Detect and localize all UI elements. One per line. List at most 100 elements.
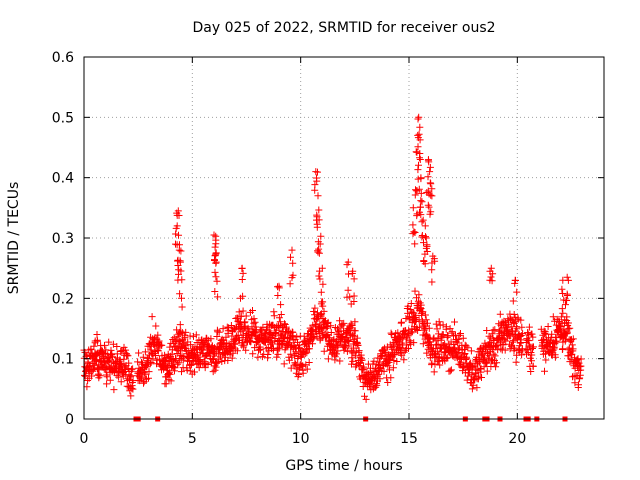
data-point bbox=[541, 367, 548, 375]
data-point bbox=[415, 161, 422, 169]
data-point bbox=[430, 368, 438, 376]
data-point bbox=[175, 270, 182, 278]
data-point bbox=[288, 246, 296, 254]
data-point bbox=[238, 276, 246, 283]
data-point bbox=[235, 308, 243, 316]
data-point bbox=[439, 321, 447, 329]
data-point bbox=[477, 365, 485, 372]
data-point bbox=[166, 369, 173, 377]
data-point bbox=[345, 342, 353, 350]
data-point bbox=[563, 297, 571, 304]
data-point bbox=[419, 340, 427, 348]
data-point bbox=[90, 342, 98, 350]
data-point bbox=[559, 290, 567, 297]
data-point bbox=[418, 198, 426, 206]
data-point bbox=[162, 380, 170, 388]
data-point bbox=[361, 392, 368, 400]
data-point bbox=[563, 292, 571, 299]
data-point bbox=[323, 323, 331, 331]
data-point bbox=[548, 330, 556, 338]
data-point bbox=[569, 373, 576, 381]
data-point bbox=[96, 372, 104, 380]
data-point bbox=[424, 173, 432, 181]
data-point bbox=[489, 270, 497, 278]
data-point bbox=[424, 201, 432, 209]
data-point bbox=[447, 366, 455, 374]
data-point bbox=[145, 368, 153, 376]
data-point bbox=[141, 348, 149, 356]
data-point bbox=[512, 277, 519, 284]
data-point bbox=[451, 318, 458, 326]
data-point bbox=[427, 351, 435, 359]
data-point bbox=[275, 326, 283, 334]
data-point bbox=[420, 239, 427, 247]
data-point bbox=[123, 351, 131, 359]
data-point bbox=[113, 343, 121, 350]
data-point bbox=[178, 368, 185, 376]
data-point bbox=[347, 300, 355, 308]
data-point bbox=[347, 320, 355, 328]
data-point bbox=[488, 330, 496, 338]
data-point bbox=[435, 318, 443, 326]
data-point bbox=[146, 360, 154, 368]
data-point bbox=[419, 216, 427, 224]
data-point bbox=[315, 216, 323, 224]
data-point bbox=[513, 325, 521, 333]
data-point bbox=[426, 163, 434, 171]
data-point bbox=[402, 335, 410, 343]
data-point bbox=[428, 266, 436, 274]
data-point bbox=[380, 367, 388, 375]
data-point bbox=[337, 337, 345, 345]
data-point bbox=[129, 385, 137, 393]
x-tick-label: 5 bbox=[188, 431, 197, 447]
data-point bbox=[317, 232, 325, 240]
data-point bbox=[327, 329, 335, 336]
data-point bbox=[117, 361, 125, 369]
data-point bbox=[375, 358, 383, 366]
data-point bbox=[192, 331, 200, 339]
data-point bbox=[519, 330, 527, 338]
data-point bbox=[528, 351, 536, 359]
data-point bbox=[509, 297, 517, 305]
data-point bbox=[491, 352, 499, 360]
data-point bbox=[305, 345, 313, 353]
data-point bbox=[219, 325, 227, 333]
data-point bbox=[544, 348, 552, 356]
data-point bbox=[214, 328, 222, 336]
data-point bbox=[511, 279, 519, 287]
data-point bbox=[433, 341, 441, 349]
data-point bbox=[211, 243, 219, 251]
data-point bbox=[433, 325, 441, 333]
data-point bbox=[428, 278, 436, 286]
data-point bbox=[464, 372, 472, 380]
data-point bbox=[509, 338, 517, 346]
data-point bbox=[414, 143, 422, 151]
data-point bbox=[206, 348, 214, 356]
data-point bbox=[351, 318, 359, 326]
data-point bbox=[569, 335, 577, 343]
data-point bbox=[415, 323, 423, 331]
data-point bbox=[387, 374, 395, 382]
data-point bbox=[315, 245, 323, 253]
data-point bbox=[223, 323, 231, 331]
data-point bbox=[416, 203, 424, 211]
y-tick-label: 0.6 bbox=[52, 50, 74, 66]
data-point bbox=[152, 322, 160, 330]
data-point bbox=[286, 280, 294, 288]
data-point bbox=[324, 355, 332, 363]
data-point bbox=[212, 240, 220, 248]
data-point bbox=[411, 229, 419, 236]
data-point bbox=[154, 346, 162, 354]
data-point bbox=[314, 168, 321, 176]
data-point bbox=[415, 316, 423, 324]
data-point bbox=[577, 362, 585, 370]
data-point bbox=[393, 358, 401, 365]
data-point bbox=[91, 339, 99, 347]
data-point bbox=[270, 312, 278, 320]
data-point bbox=[231, 340, 238, 348]
data-point bbox=[350, 275, 358, 283]
data-point bbox=[94, 366, 102, 374]
data-point bbox=[211, 268, 219, 276]
data-point bbox=[316, 240, 324, 248]
data-point bbox=[487, 273, 495, 281]
